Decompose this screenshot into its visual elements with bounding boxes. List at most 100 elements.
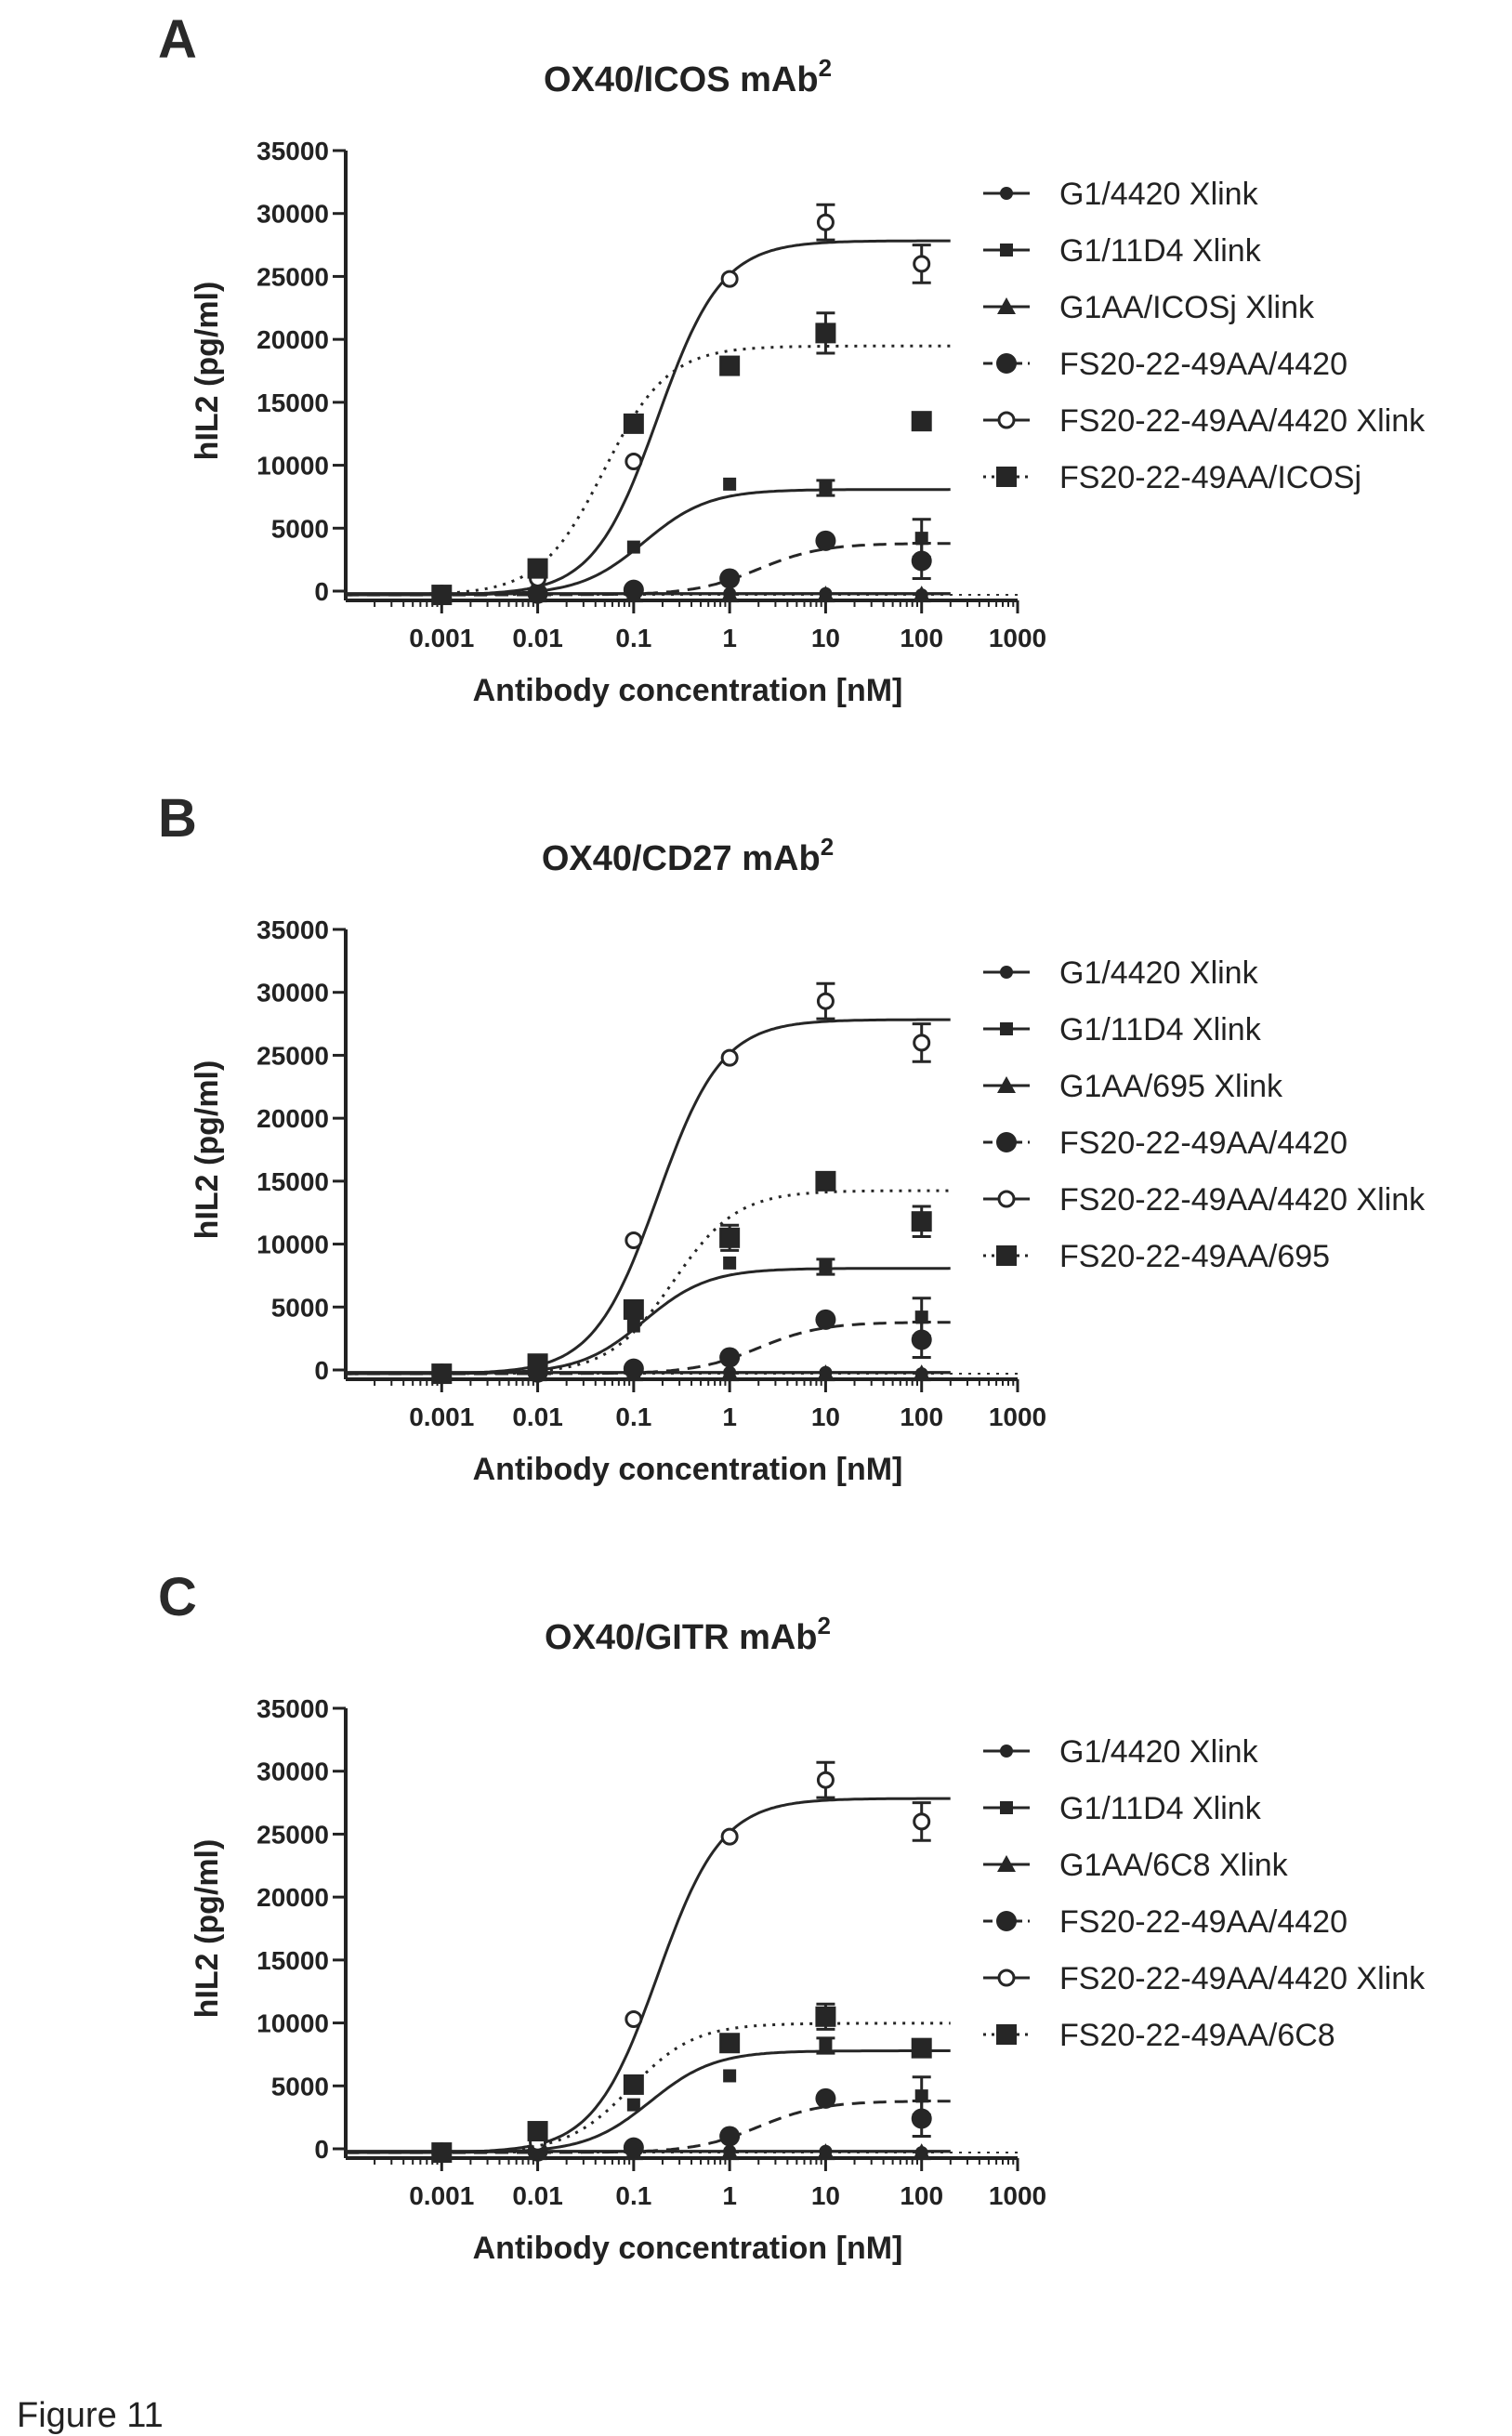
- legend-marker: [996, 467, 1017, 487]
- chart-title-text: OX40/ICOS mAb: [544, 60, 819, 99]
- legend-item: FS20-22-49AA/4420: [983, 347, 1348, 382]
- legend-item: G1AA/ICOSj Xlink: [983, 290, 1315, 325]
- chart-title-superscript: 2: [821, 833, 834, 861]
- legend-item: FS20-22-49AA/4420 Xlink: [983, 1961, 1426, 1996]
- data-point: [719, 568, 741, 589]
- series-5: [346, 981, 951, 1383]
- data-point: [720, 270, 739, 288]
- x-tick-label: 0.01: [512, 2181, 563, 2210]
- data-point: [816, 213, 835, 231]
- legend-label: G1/11D4 Xlink: [1059, 233, 1262, 269]
- data-point: [914, 2089, 928, 2103]
- data-point: [911, 2108, 932, 2129]
- data-point: [819, 2038, 833, 2052]
- legend-item: FS20-22-49AA/4420 Xlink: [983, 403, 1426, 439]
- series-fit-line: [346, 239, 951, 597]
- series-5: [346, 1760, 951, 2162]
- legend-marker: [997, 1855, 1016, 1872]
- chart-title: OX40/GITR mAb2: [545, 1612, 831, 1657]
- y-tick-label: 0: [314, 577, 329, 606]
- chart-title-text: OX40/CD27 mAb: [542, 839, 821, 878]
- data-point: [720, 1364, 740, 1382]
- series-6: [346, 311, 951, 606]
- chart-panel-c: C OX40/GITR mAb2 0 5000 10000 15000 20000 25000…: [158, 1567, 1426, 2266]
- chart-title: OX40/ICOS mAb2: [544, 54, 832, 99]
- legend-label: FS20-22-49AA/4420 Xlink: [1059, 1182, 1426, 1218]
- y-tick-label: 10000: [256, 2009, 329, 2038]
- series-5: [346, 203, 951, 604]
- legend-marker: [996, 1911, 1017, 1931]
- legend-label: FS20-22-49AA/4420 Xlink: [1059, 403, 1426, 439]
- series-fit-line: [346, 1267, 951, 1376]
- data-point: [816, 1771, 835, 1789]
- legend-item: FS20-22-49AA/4420: [983, 1126, 1348, 1161]
- data-point: [913, 1034, 931, 1052]
- x-tick-label: 0.01: [512, 1402, 563, 1431]
- data-point: [625, 1231, 643, 1250]
- series-fit-line: [346, 344, 951, 597]
- x-tick-label: 1000: [989, 2181, 1046, 2210]
- legend-label: FS20-22-49AA/4420: [1059, 347, 1348, 382]
- series-2: [346, 2036, 951, 2157]
- chart-title-text: OX40/GITR mAb: [545, 1618, 818, 1657]
- y-tick-label: 20000: [256, 1883, 329, 1912]
- y-tick-label: 30000: [256, 979, 329, 1007]
- data-point: [720, 586, 740, 603]
- data-point: [913, 255, 931, 273]
- data-point: [431, 585, 453, 606]
- data-point: [625, 453, 643, 471]
- data-point: [911, 2037, 932, 2059]
- y-tick-label: 5000: [271, 2072, 329, 2100]
- data-point: [623, 1298, 644, 1320]
- series-fit-line: [346, 542, 951, 597]
- chart-panel-a: A OX40/ICOS mAb2 0 5000 10000 15000 20000 25000…: [158, 9, 1426, 708]
- chart-panel-b: B OX40/CD27 mAb2 0 5000 10000 15000 20000 25000…: [158, 788, 1426, 1487]
- legend-label: FS20-22-49AA/ICOSj: [1059, 460, 1361, 495]
- data-point: [723, 2069, 737, 2083]
- legend-marker: [1000, 187, 1013, 200]
- series-2: [346, 477, 951, 599]
- y-tick-label: 30000: [256, 1758, 329, 1786]
- series-fit-line: [346, 2100, 951, 2154]
- legend-label: G1AA/695 Xlink: [1059, 1069, 1283, 1104]
- data-point: [623, 579, 644, 600]
- legend-marker: [997, 1969, 1016, 1987]
- x-tick-label: 0.1: [615, 2181, 651, 2210]
- data-point: [431, 1363, 453, 1385]
- legend-marker: [1000, 1801, 1013, 1814]
- legend-item: G1AA/6C8 Xlink: [983, 1848, 1289, 1883]
- data-point: [912, 1364, 931, 1382]
- y-tick-label: 10000: [256, 452, 329, 481]
- y-tick-label: 30000: [256, 200, 329, 229]
- data-point: [431, 2142, 453, 2164]
- legend-item: FS20-22-49AA/4420 Xlink: [983, 1182, 1426, 1218]
- legend-label: G1/4420 Xlink: [1059, 1734, 1259, 1770]
- series-2: [346, 1256, 951, 1378]
- x-tick-label: 1000: [989, 1402, 1046, 1431]
- x-axis-label: Antibody concentration [nM]: [473, 2231, 903, 2266]
- x-tick-label: 10: [811, 1402, 840, 1431]
- series-fit-line: [346, 1797, 951, 2154]
- x-tick-label: 100: [900, 2181, 943, 2210]
- data-point: [911, 411, 932, 432]
- x-tick-label: 1000: [989, 624, 1046, 652]
- y-axis-label: hIL2 (pg/ml): [190, 1060, 225, 1240]
- legend-item: FS20-22-49AA/695: [983, 1239, 1330, 1274]
- data-point: [815, 2087, 836, 2109]
- data-point: [912, 2143, 931, 2161]
- data-point: [816, 1364, 835, 1382]
- data-point: [719, 2126, 741, 2147]
- legend-marker: [1000, 1745, 1013, 1758]
- x-axis-label: Antibody concentration [nM]: [473, 673, 903, 708]
- legend-marker: [1000, 966, 1013, 979]
- legend-marker: [997, 1190, 1016, 1208]
- panel-letter: B: [158, 788, 197, 849]
- data-point: [819, 481, 833, 494]
- x-tick-label: 1: [722, 1402, 737, 1431]
- data-point: [815, 530, 836, 551]
- y-tick-label: 35000: [256, 915, 329, 944]
- data-point: [623, 1358, 644, 1379]
- legend-item: G1AA/695 Xlink: [983, 1069, 1283, 1104]
- x-tick-label: 10: [811, 624, 840, 652]
- data-point: [723, 1256, 737, 1270]
